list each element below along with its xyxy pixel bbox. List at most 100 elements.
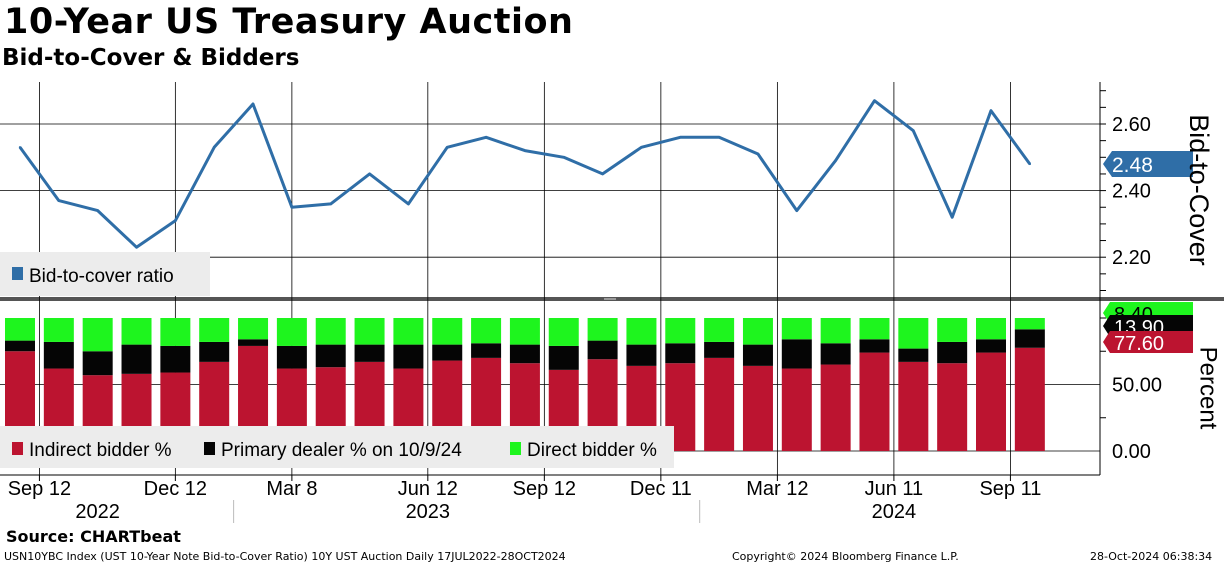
direct-bar: [1014, 318, 1045, 330]
bottom-y-tick-label: 0.00: [1112, 441, 1151, 463]
direct-bar: [82, 318, 113, 352]
bottom-y-axis-title: Percent: [1195, 347, 1222, 430]
indirect-bar: [742, 365, 773, 451]
x-tick-label: Sep 12: [513, 478, 576, 500]
direct-bar: [976, 318, 1006, 340]
x-tick-label: Jun 12: [398, 478, 458, 500]
chart-subtitle: Bid-to-Cover & Bidders: [2, 45, 300, 71]
primary-dealer-bar: [43, 341, 74, 369]
primary-dealer-bar: [471, 343, 502, 358]
last-value-label: 2.48: [1112, 154, 1153, 177]
direct-bar: [742, 318, 773, 345]
primary-dealer-bar: [859, 339, 890, 353]
bid-to-cover-point: [96, 209, 99, 212]
bid-to-cover-point: [640, 146, 643, 149]
direct-bar: [276, 318, 307, 346]
bid-to-cover-point: [989, 109, 993, 112]
x-tick-label: Dec 12: [144, 478, 207, 500]
bid-to-cover-point: [834, 159, 837, 162]
direct-bar: [626, 318, 657, 345]
direct-bar: [160, 318, 191, 346]
direct-bar: [548, 318, 579, 346]
bid-to-cover-point: [251, 102, 255, 106]
x-tick-label: Mar 12: [746, 478, 808, 500]
x-tick-label: Sep 11: [979, 478, 1041, 500]
direct-bar: [354, 318, 385, 345]
bid-to-cover-point: [523, 149, 527, 152]
direct-bar: [393, 318, 424, 345]
bar-last-value-label: 77.60: [1114, 333, 1164, 355]
bottom-legend-label: Primary dealer % on 10/9/24: [221, 440, 462, 461]
x-tick-label: Mar 8: [266, 478, 317, 500]
indirect-bar: [859, 352, 890, 451]
primary-dealer-bar: [160, 345, 191, 373]
direct-bar: [315, 318, 346, 345]
bid-to-cover-point: [290, 206, 294, 209]
direct-bar: [509, 318, 540, 345]
direct-bar: [937, 318, 968, 342]
bid-to-cover-point: [18, 146, 22, 149]
primary-dealer-bar: [276, 345, 307, 369]
primary-dealer-bar: [315, 344, 346, 368]
direct-bar: [43, 318, 74, 342]
primary-dealer-bar: [432, 344, 463, 361]
primary-dealer-bar: [781, 339, 812, 369]
primary-dealer-bar: [509, 344, 540, 364]
bid-to-cover-point: [446, 146, 449, 149]
bid-to-cover-point: [950, 216, 954, 219]
direct-bar: [238, 318, 269, 340]
bid-to-cover-point: [484, 136, 488, 139]
x-year-label: 2024: [872, 501, 917, 523]
primary-dealer-bar: [5, 340, 35, 352]
primary-dealer-bar: [548, 345, 579, 370]
top-y-tick-label: 2.20: [1112, 247, 1151, 269]
direct-bar: [820, 318, 851, 344]
direct-bar: [432, 318, 463, 345]
bottom-legend-swatch: [510, 442, 521, 455]
direct-bar: [781, 318, 812, 340]
top-y-tick-label: 2.40: [1112, 181, 1151, 203]
x-tick-label: Sep 12: [8, 478, 71, 500]
primary-dealer-bar: [121, 344, 152, 374]
top-y-axis-title: Bid-to-Cover: [1184, 114, 1214, 266]
bid-to-cover-point: [135, 246, 138, 249]
indirect-bar: [976, 352, 1006, 451]
last-value-marker: [1103, 150, 1193, 177]
top-legend-box: [0, 252, 210, 296]
primary-dealer-bar: [587, 340, 618, 360]
bid-to-cover-point: [912, 129, 915, 132]
direct-bar: [121, 318, 152, 345]
primary-dealer-bar: [742, 344, 773, 366]
primary-dealer-bar: [199, 341, 230, 362]
direct-bar: [5, 318, 35, 341]
bottom-legend-box: [0, 426, 674, 468]
top-legend-swatch: [12, 267, 23, 280]
bid-to-cover-point: [756, 152, 760, 156]
bid-to-cover-point: [368, 172, 371, 176]
primary-dealer-bar: [937, 341, 968, 364]
bid-to-cover-point: [873, 99, 876, 102]
primary-dealer-bar: [354, 344, 385, 362]
footer-copyright: Copyright© 2024 Bloomberg Finance L.P.: [732, 550, 959, 563]
bid-to-cover-line: [18, 99, 1032, 249]
indirect-bar: [937, 363, 968, 451]
bid-to-cover-point: [1028, 162, 1032, 166]
x-tick-label: Dec 11: [630, 478, 692, 500]
bid-to-cover-point: [717, 136, 721, 139]
primary-dealer-bar: [665, 343, 696, 364]
direct-bar: [665, 318, 696, 344]
direct-bar: [898, 318, 929, 349]
primary-dealer-bar: [976, 339, 1006, 353]
bottom-legend-swatch: [204, 442, 215, 455]
x-tick-label: Jun 11: [865, 478, 924, 500]
primary-dealer-bar: [1014, 329, 1045, 348]
footer-timestamp: 28-Oct-2024 06:38:34: [1090, 550, 1213, 563]
x-year-label: 2022: [75, 501, 120, 523]
top-y-tick-label: 2.60: [1112, 114, 1151, 136]
primary-dealer-bar: [704, 341, 735, 358]
chart-title: 10-Year US Treasury Auction: [4, 2, 574, 42]
bid-to-cover-point: [174, 219, 177, 222]
primary-dealer-bar: [82, 351, 113, 376]
bid-to-cover-point: [407, 202, 410, 206]
